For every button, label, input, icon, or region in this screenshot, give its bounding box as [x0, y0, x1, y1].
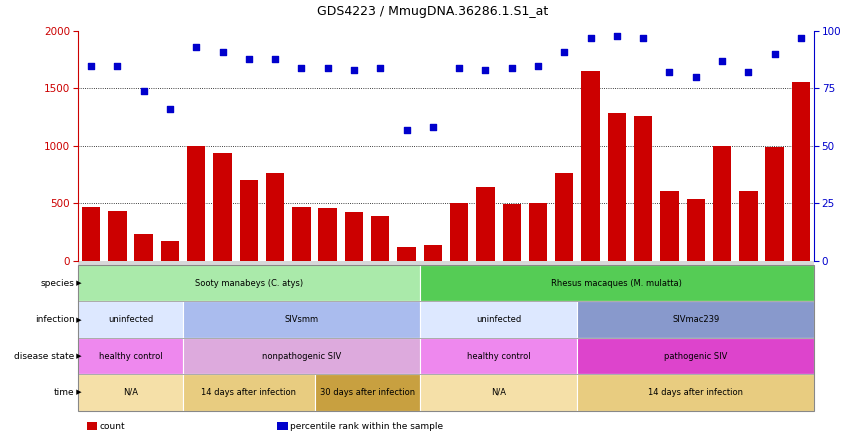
Bar — [660, 190, 679, 261]
Text: Sooty manabeys (C. atys): Sooty manabeys (C. atys) — [195, 279, 303, 288]
Point — [741, 69, 755, 76]
Bar — [581, 71, 600, 261]
Point — [794, 35, 808, 42]
Point — [479, 67, 493, 74]
Text: species: species — [41, 279, 74, 288]
Bar — [161, 241, 179, 261]
Point — [558, 48, 572, 56]
Text: ▶: ▶ — [74, 280, 82, 286]
Text: 30 days after infection: 30 days after infection — [320, 388, 415, 397]
Bar — [713, 146, 731, 261]
Bar — [766, 147, 784, 261]
Bar — [792, 82, 810, 261]
Text: disease state: disease state — [14, 352, 74, 361]
Text: ▶: ▶ — [74, 389, 82, 396]
Text: ▶: ▶ — [74, 317, 82, 323]
Text: N/A: N/A — [491, 388, 506, 397]
Text: ▶: ▶ — [74, 353, 82, 359]
Text: count: count — [100, 422, 126, 431]
Text: uninfected: uninfected — [476, 315, 521, 324]
Point — [688, 73, 702, 80]
Point — [84, 62, 98, 69]
Point — [426, 124, 440, 131]
Point — [767, 51, 781, 58]
Point — [163, 106, 177, 113]
Point — [373, 64, 387, 71]
Point — [347, 67, 361, 74]
Point — [399, 126, 413, 133]
Bar — [82, 207, 100, 261]
Bar — [476, 187, 494, 261]
Bar — [319, 208, 337, 261]
Point — [137, 87, 151, 94]
Point — [531, 62, 545, 69]
Bar — [634, 116, 652, 261]
Bar — [134, 234, 153, 261]
Text: time: time — [54, 388, 74, 397]
Text: N/A: N/A — [123, 388, 138, 397]
Point — [584, 35, 598, 42]
Point — [268, 55, 282, 62]
Text: pathogenic SIV: pathogenic SIV — [664, 352, 727, 361]
Bar — [240, 180, 258, 261]
Bar — [345, 212, 363, 261]
Text: healthy control: healthy control — [99, 352, 162, 361]
Text: healthy control: healthy control — [467, 352, 530, 361]
Bar — [502, 204, 521, 261]
Point — [452, 64, 466, 71]
Bar — [397, 247, 416, 261]
Point — [111, 62, 125, 69]
Point — [216, 48, 229, 56]
Point — [242, 55, 255, 62]
Bar — [529, 203, 547, 261]
Text: uninfected: uninfected — [108, 315, 153, 324]
Point — [610, 32, 624, 39]
Bar — [108, 211, 126, 261]
Bar — [266, 174, 284, 261]
Bar — [608, 113, 626, 261]
Bar — [555, 174, 573, 261]
Bar — [371, 216, 390, 261]
Point — [320, 64, 334, 71]
Text: nonpathogenic SIV: nonpathogenic SIV — [262, 352, 341, 361]
Text: Rhesus macaques (M. mulatta): Rhesus macaques (M. mulatta) — [552, 279, 682, 288]
Text: SIVsmm: SIVsmm — [284, 315, 319, 324]
Bar — [423, 245, 442, 261]
Bar — [450, 203, 469, 261]
Point — [715, 57, 729, 64]
Text: infection: infection — [35, 315, 74, 324]
Text: GDS4223 / MmugDNA.36286.1.S1_at: GDS4223 / MmugDNA.36286.1.S1_at — [317, 5, 549, 18]
Point — [190, 44, 204, 51]
Text: percentile rank within the sample: percentile rank within the sample — [290, 422, 443, 431]
Point — [662, 69, 676, 76]
Bar — [687, 198, 705, 261]
Bar — [213, 153, 232, 261]
Point — [294, 64, 308, 71]
Point — [505, 64, 519, 71]
Bar — [292, 207, 311, 261]
Bar — [739, 190, 758, 261]
Bar — [187, 146, 205, 261]
Text: 14 days after infection: 14 days after infection — [649, 388, 743, 397]
Point — [637, 35, 650, 42]
Text: SIVmac239: SIVmac239 — [672, 315, 720, 324]
Text: 14 days after infection: 14 days after infection — [201, 388, 296, 397]
